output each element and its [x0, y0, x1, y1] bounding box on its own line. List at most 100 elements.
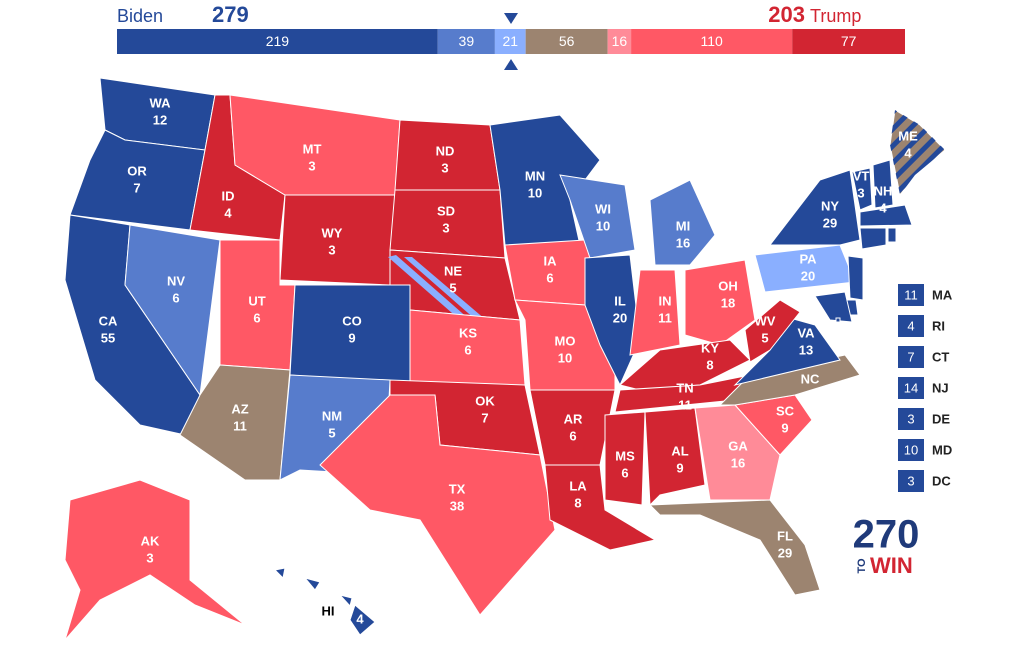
- state-votes: 6: [621, 465, 628, 480]
- state-votes: 38: [450, 498, 464, 513]
- state-votes: 4: [904, 145, 912, 160]
- state: [648, 499, 821, 596]
- bar-segment-label: 21: [502, 33, 518, 49]
- state-votes: 16: [731, 455, 745, 470]
- legend-votes: 3: [907, 473, 914, 488]
- state-votes: 18: [721, 295, 735, 310]
- state-votes: 11: [233, 418, 247, 433]
- state: [851, 167, 873, 211]
- state-abbr: AK: [141, 533, 160, 548]
- bar-segment-label: 110: [700, 33, 723, 49]
- state: [814, 291, 853, 323]
- legend-abbr: CT: [932, 349, 949, 364]
- state-votes: 6: [569, 428, 576, 443]
- state-votes: 11: [658, 310, 672, 325]
- legend-box: [898, 439, 924, 461]
- split-district-stripe: [404, 257, 486, 320]
- state-votes: 12: [153, 112, 167, 127]
- vote-bar: 219 39 21 56 16 110 77: [117, 29, 905, 54]
- bar-segment-label: 219: [266, 33, 290, 49]
- state-votes: 4: [879, 200, 887, 215]
- state: [64, 479, 246, 641]
- split-district-stripe: [388, 255, 470, 320]
- state-abbr: LA: [569, 478, 587, 493]
- state-votes: 7: [133, 180, 140, 195]
- state: [559, 174, 636, 259]
- state-votes: 10: [528, 185, 542, 200]
- trump-name: Trump: [810, 6, 861, 26]
- state-abbr: MO: [555, 333, 576, 348]
- state-abbr: KS: [459, 325, 477, 340]
- state: [859, 227, 887, 250]
- logo-win: WIN: [870, 553, 913, 578]
- state-abbr: AR: [564, 411, 583, 426]
- bar-segment: [607, 29, 632, 54]
- state-labels: WA12OR7CA55NV6ID4MT3WY3UT6AZ11CO9NM5ND3S…: [99, 95, 918, 626]
- state-abbr: AL: [671, 443, 688, 458]
- legend-box: [898, 315, 924, 337]
- state: [629, 269, 681, 356]
- state-votes: 6: [172, 290, 179, 305]
- state-abbr: NE: [444, 263, 462, 278]
- state-abbr: GA: [728, 438, 748, 453]
- state-abbr: HI: [322, 603, 335, 618]
- state-abbr: FL: [777, 528, 793, 543]
- state-abbr: WY: [322, 225, 343, 240]
- bar-segment-label: 77: [841, 33, 857, 49]
- state: [684, 259, 756, 346]
- legend-abbr: MD: [932, 442, 952, 457]
- state: [319, 394, 556, 616]
- state: [847, 255, 864, 301]
- state: [489, 114, 601, 246]
- state-votes: 10: [596, 218, 610, 233]
- biden-total: 279: [212, 2, 249, 27]
- state-abbr: SD: [437, 203, 455, 218]
- states: [64, 77, 946, 641]
- state-abbr: MI: [676, 218, 690, 233]
- state-votes: 6: [546, 270, 553, 285]
- small-state-legend: 11 MA 4 RI 7 CT 14 NJ 3 DE 10 MD 3 DC: [898, 284, 953, 492]
- state-abbr: VA: [797, 325, 815, 340]
- state: [338, 594, 353, 608]
- legend-box: [898, 377, 924, 399]
- state-votes: 16: [676, 235, 690, 250]
- state-votes: 20: [613, 310, 627, 325]
- state-votes: 11: [678, 397, 692, 412]
- legend-box: [898, 346, 924, 368]
- state-votes: 4: [356, 611, 364, 626]
- state-abbr: VT: [853, 168, 870, 183]
- legend-abbr: NJ: [932, 380, 949, 395]
- state-abbr: PA: [799, 251, 817, 266]
- legend-votes: 7: [907, 349, 914, 364]
- state-abbr: OK: [475, 393, 495, 408]
- logo: 270 TO WIN: [853, 513, 920, 578]
- state: [835, 317, 841, 323]
- biden-name: Biden: [117, 6, 163, 26]
- state-abbr: CA: [99, 313, 118, 328]
- state: [733, 317, 841, 386]
- legend-abbr: DE: [932, 411, 950, 426]
- legend-abbr: DC: [932, 473, 951, 488]
- bar-segment: [792, 29, 905, 54]
- state-votes: 6: [253, 310, 260, 325]
- state-votes: 3: [857, 185, 864, 200]
- state-votes: 6: [464, 342, 471, 357]
- state-votes: 3: [146, 550, 153, 565]
- state-abbr: MS: [615, 448, 635, 463]
- state-abbr: NY: [821, 198, 839, 213]
- state-abbr: AZ: [231, 401, 248, 416]
- state-abbr: WA: [150, 95, 172, 110]
- state-abbr: ID: [222, 188, 235, 203]
- legend-votes: 3: [907, 411, 914, 426]
- bar-segment: [117, 29, 438, 54]
- state-abbr: UT: [248, 293, 265, 308]
- state-abbr: CO: [342, 313, 362, 328]
- state-votes: 3: [441, 160, 448, 175]
- state-abbr: IN: [659, 293, 672, 308]
- logo-to: TO: [856, 558, 868, 574]
- state-abbr: OR: [127, 163, 147, 178]
- legend-box: [898, 470, 924, 492]
- state-votes: 9: [676, 460, 683, 475]
- bar-segment: [494, 29, 526, 54]
